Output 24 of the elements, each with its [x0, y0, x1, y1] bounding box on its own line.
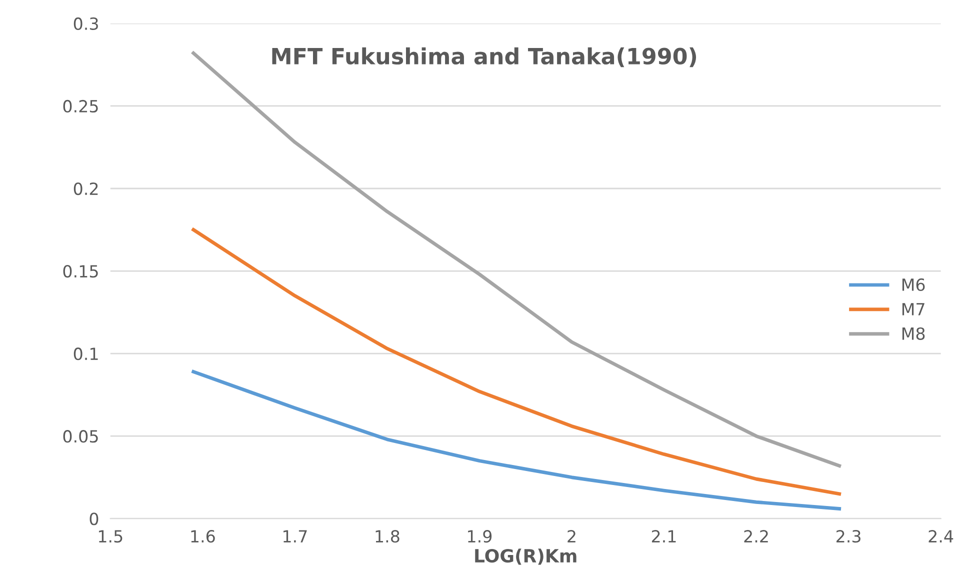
y-tick-label: 0.05	[63, 430, 98, 443]
x-tick-label: 2.2	[744, 530, 768, 542]
y-tick-label: 0.25	[63, 100, 98, 113]
x-tick-label: 1.9	[468, 530, 492, 543]
x-tick-label: 2.1	[652, 530, 676, 542]
line-series	[192, 228, 842, 496]
text: MFT Fukushima and Tanaka(1990)	[272, 47, 696, 68]
y-tick-label: 0.1	[74, 348, 98, 360]
x-axis-title: LOG(R)Km	[475, 548, 576, 565]
x-tick-label: 2.3	[836, 530, 860, 543]
legend-label: M7	[902, 303, 924, 316]
y-tick-label: 0.3	[74, 17, 98, 30]
x-tick-label: 2.4	[928, 530, 954, 542]
y-tick-label: 0	[90, 512, 98, 526]
x-tick-label: 1.5	[98, 530, 122, 543]
x-tick-label: 1.7	[284, 530, 307, 542]
x-tick-label: 2	[568, 530, 576, 542]
legend-label: M6	[902, 278, 925, 292]
line-series	[192, 370, 842, 510]
y-tick-label: 0.15	[63, 264, 98, 278]
legend-label: M8	[902, 327, 925, 340]
y-tick-label: 0.2	[74, 182, 98, 196]
x-tick-label: 1.6	[191, 530, 215, 543]
x-tick-label: 1.8	[376, 530, 400, 543]
